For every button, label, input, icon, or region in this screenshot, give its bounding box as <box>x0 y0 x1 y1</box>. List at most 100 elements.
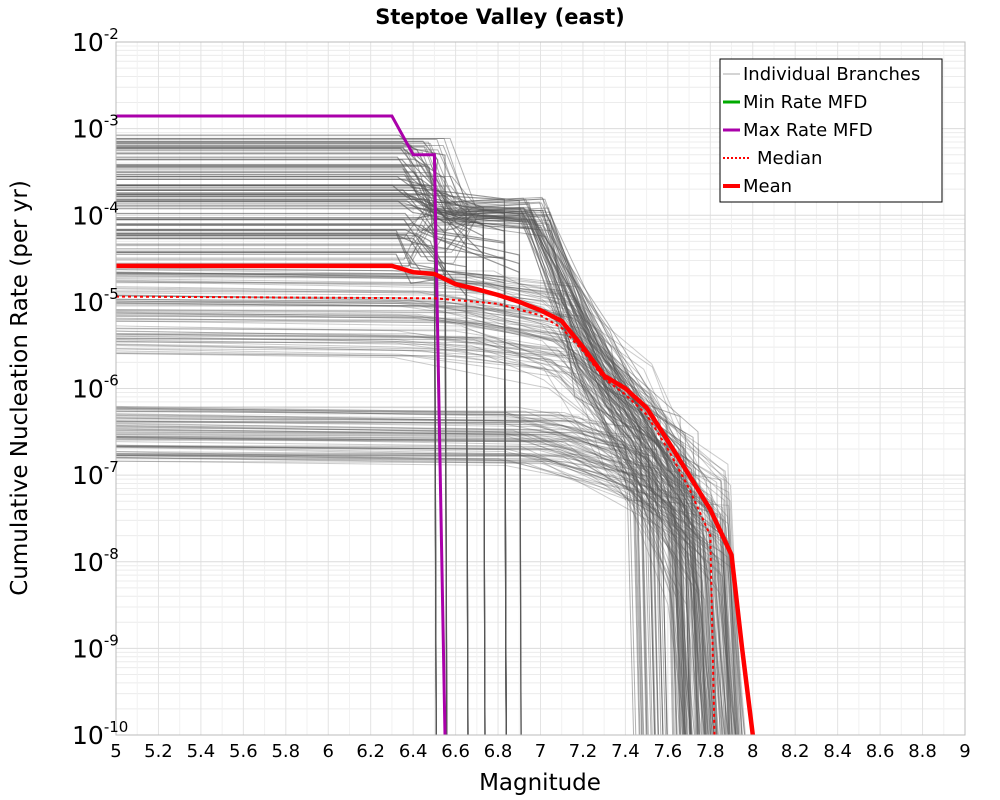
branch-line <box>116 319 705 735</box>
branch-line <box>116 320 731 735</box>
y-tick-base: 10 <box>72 548 104 577</box>
branch-line <box>116 421 711 735</box>
branch-line <box>116 435 742 735</box>
branch-line <box>116 144 641 735</box>
branch-line <box>116 196 664 735</box>
branch-line <box>116 272 717 735</box>
branch-line <box>116 149 699 735</box>
branch-line <box>116 190 652 735</box>
branch-line <box>116 302 740 735</box>
x-tick-label: 5 <box>110 741 121 762</box>
branch-line <box>116 406 735 735</box>
x-tick-label: 6.2 <box>356 741 385 762</box>
branch-line <box>116 281 677 735</box>
branch-line <box>116 421 718 735</box>
branch-line <box>116 433 746 735</box>
branch-line <box>116 146 691 735</box>
y-tick-label: 10-7 <box>72 458 119 490</box>
branch-line <box>116 198 635 735</box>
branch-line <box>116 185 688 735</box>
branch-line <box>116 344 713 735</box>
branch-line <box>116 149 647 735</box>
branch-line <box>116 213 657 735</box>
branch-line <box>116 446 718 735</box>
branch-line <box>116 425 714 735</box>
branch-line <box>116 341 723 735</box>
branch-line <box>116 455 716 735</box>
y-tick-exponent: -5 <box>104 285 119 303</box>
x-tick-label: 7 <box>535 741 546 762</box>
branch-line <box>116 279 692 735</box>
branch-line <box>116 291 698 735</box>
x-tick-label: 8.2 <box>781 741 810 762</box>
x-tick-label: 8 <box>747 741 758 762</box>
branch-line <box>116 282 706 735</box>
branch-line <box>116 426 715 735</box>
y-tick-label: 10-6 <box>72 372 119 404</box>
branch-line <box>116 184 701 735</box>
branch-line <box>116 411 736 735</box>
branch-line <box>116 436 715 735</box>
legend: Individual Branches Min Rate MFD Max Rate … <box>719 58 943 203</box>
y-tick-base: 10 <box>72 115 104 144</box>
branch-line <box>116 312 676 735</box>
branch-line <box>116 407 712 735</box>
branch-line <box>116 216 698 735</box>
x-tick-label: 6.6 <box>441 741 470 762</box>
branch-line <box>116 436 740 735</box>
legend-label: Max Rate MFD <box>743 120 873 141</box>
x-tick-label: 6.8 <box>484 741 513 762</box>
branch-line <box>116 230 507 735</box>
branch-line <box>116 320 704 735</box>
branch-line <box>116 441 733 735</box>
y-axis-ticks: 10-210-310-410-510-610-710-810-910-10 <box>72 25 128 750</box>
branch-line <box>116 453 691 735</box>
branch-line <box>116 202 692 735</box>
branch-line <box>116 292 718 735</box>
branch-line <box>116 335 687 735</box>
x-tick-label: 8.6 <box>866 741 895 762</box>
branch-line <box>116 305 713 735</box>
x-tick-label: 7.2 <box>569 741 598 762</box>
y-tick-label: 10-3 <box>72 112 119 144</box>
median-series-line <box>116 295 716 735</box>
y-tick-base: 10 <box>72 28 104 57</box>
branch-line <box>116 444 693 735</box>
branch-line <box>116 219 681 735</box>
branch-line <box>116 145 662 735</box>
branch-line <box>116 410 685 735</box>
branch-line <box>116 271 684 735</box>
y-tick-exponent: -8 <box>104 545 119 563</box>
legend-box <box>719 58 943 203</box>
summary-lines <box>116 114 756 735</box>
branch-line <box>116 338 741 735</box>
branch-line <box>116 140 439 735</box>
branch-line <box>116 350 692 735</box>
branch-line <box>116 453 729 735</box>
branch-line <box>116 202 648 735</box>
branch-line <box>116 268 716 735</box>
branch-line <box>116 429 691 735</box>
branch-line <box>116 310 700 735</box>
y-tick-base: 10 <box>72 375 104 404</box>
x-tick-label: 7.8 <box>696 741 725 762</box>
branch-line <box>116 165 659 735</box>
branch-line <box>116 455 736 735</box>
x-tick-label: 5.8 <box>271 741 300 762</box>
branch-line <box>116 452 738 735</box>
branch-line <box>116 146 668 735</box>
branch-line <box>116 215 674 735</box>
branch-line <box>116 300 688 735</box>
branch-line <box>116 302 738 735</box>
branch-line <box>116 219 637 735</box>
branch-line <box>116 165 700 735</box>
branch-line <box>116 333 686 735</box>
branch-line <box>116 271 709 735</box>
branch-line <box>116 460 737 735</box>
branch-line <box>116 272 743 735</box>
branch-line <box>116 348 715 735</box>
branch-line <box>116 281 706 735</box>
branch-line <box>116 418 733 735</box>
branch-line <box>116 338 723 735</box>
